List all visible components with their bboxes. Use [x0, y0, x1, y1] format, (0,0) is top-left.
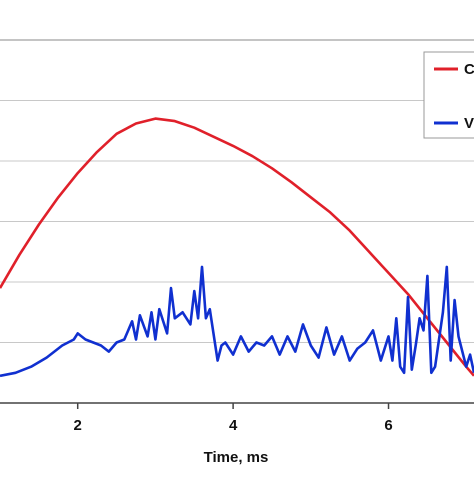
- x-axis-ticks: 2 4 6: [74, 403, 393, 434]
- series-line-v: [0, 265, 474, 378]
- x-tick-label: 4: [229, 417, 238, 434]
- plot-area: 2 4 6: [0, 39, 474, 434]
- x-tick-label: 2: [74, 417, 82, 434]
- legend: C V: [423, 51, 474, 139]
- x-tick-label: 6: [384, 417, 392, 434]
- legend-label-v: V: [464, 115, 474, 132]
- data-series: [0, 117, 474, 378]
- series-line-c: [0, 117, 474, 377]
- x-axis-label: Time, ms: [204, 449, 269, 466]
- legend-label-c: C: [464, 61, 474, 78]
